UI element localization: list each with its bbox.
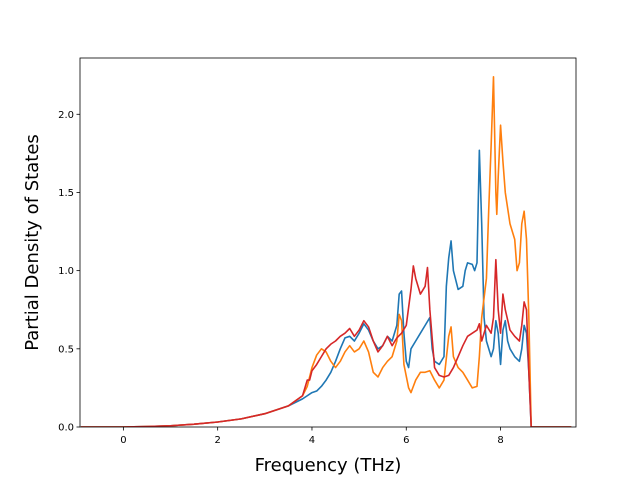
x-tick-label: 6 — [403, 435, 409, 446]
y-tick-label: 2.0 — [58, 110, 74, 121]
y-axis-label: Partial Density of States — [22, 134, 43, 351]
series-line-2 — [80, 75, 572, 427]
axes-frame — [79, 57, 577, 428]
y-tick-label: 1.0 — [58, 266, 74, 277]
x-tick-label: 0 — [120, 435, 126, 446]
y-tick-label: 1.5 — [58, 188, 74, 199]
y-axis: 0.0 0.5 1.0 1.5 2.0 — [58, 110, 80, 434]
x-tick-label: 2 — [214, 435, 220, 446]
x-tick-label: 8 — [497, 435, 503, 446]
plot-lines — [80, 75, 572, 427]
y-tick-label: 0.5 — [58, 344, 74, 355]
x-axis-label: Frequency (THz) — [255, 455, 402, 476]
y-tick-label: 0.0 — [58, 423, 74, 434]
series-line-1 — [80, 149, 572, 427]
series-line-3 — [80, 258, 572, 427]
x-tick-label: 4 — [309, 435, 315, 446]
x-axis: 0 2 4 6 8 — [120, 427, 504, 446]
